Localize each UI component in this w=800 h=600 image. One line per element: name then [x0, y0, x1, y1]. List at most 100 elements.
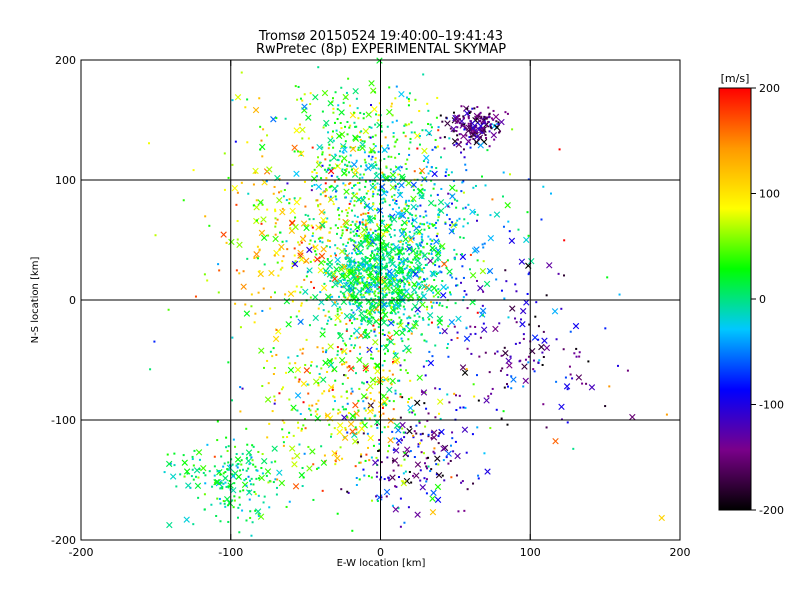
scatter-point-dot — [344, 374, 347, 377]
scatter-point-dot — [419, 215, 422, 218]
axis-ticks — [80, 59, 681, 541]
scatter-point-dot — [256, 245, 259, 248]
scatter-point-dot — [463, 290, 466, 293]
scatter-point-dot — [370, 283, 373, 286]
scatter-point-dot — [420, 238, 423, 241]
scatter-point-dot — [455, 277, 458, 280]
scatter-point-dot — [331, 286, 334, 289]
scatter-point-dot — [323, 168, 326, 171]
scatter-point-dot — [430, 321, 433, 324]
scatter-point-dot — [349, 282, 352, 285]
scatter-point-dot — [569, 373, 572, 376]
scatter-point-dot — [500, 417, 503, 420]
scatter-point-dot — [359, 138, 362, 141]
scatter-point-dot — [332, 111, 335, 114]
scatter-point-dot — [248, 463, 251, 466]
scatter-point-dot — [330, 185, 333, 188]
scatter-point-dot — [343, 274, 346, 277]
scatter-point-dot — [425, 407, 428, 410]
scatter-point-x — [293, 199, 301, 206]
scatter-point-dot — [277, 274, 280, 277]
scatter-point-dot — [391, 430, 394, 433]
scatter-point-dot — [444, 171, 447, 174]
scatter-point-dot — [222, 465, 225, 468]
scatter-point-x — [460, 133, 467, 140]
scatter-point-dot — [355, 97, 358, 100]
scatter-point-dot — [352, 230, 355, 233]
scatter-point-dot — [380, 198, 383, 201]
scatter-point-dot — [541, 351, 544, 354]
scatter-point-dot — [366, 256, 369, 259]
scatter-point-dot — [392, 297, 395, 300]
scatter-point-dot — [336, 353, 339, 356]
scatter-point-x — [387, 338, 395, 345]
scatter-point-dot — [372, 203, 375, 206]
scatter-point-dot — [368, 417, 371, 420]
scatter-point-dot — [469, 135, 472, 138]
scatter-point-dot — [437, 463, 440, 466]
scatter-point-x — [387, 417, 395, 424]
scatter-point-x — [492, 113, 500, 120]
scatter-point-dot — [412, 258, 415, 261]
scatter-point-x — [362, 365, 369, 372]
scatter-point-dot — [345, 256, 348, 259]
scatter-point-dot — [340, 145, 343, 148]
scatter-point-dot — [365, 311, 368, 314]
scatter-point-x — [272, 235, 279, 243]
scatter-point-dot — [334, 153, 337, 156]
scatter-point-dot — [346, 298, 349, 301]
y-tick-label: -200 — [51, 534, 76, 547]
scatter-point-dot — [333, 167, 336, 170]
scatter-point-dot — [423, 462, 426, 465]
scatter-point-dot — [356, 336, 359, 339]
scatter-point-dot — [365, 370, 368, 373]
scatter-point-dot — [443, 479, 446, 482]
scatter-point-x — [411, 302, 419, 310]
scatter-point-dot — [348, 202, 351, 205]
scatter-point-dot — [377, 318, 380, 321]
scatter-point-dot — [477, 399, 480, 402]
scatter-point-dot — [359, 262, 362, 265]
scatter-point-x — [406, 427, 413, 435]
scatter-point-dot — [239, 490, 242, 493]
scatter-point-dot — [415, 424, 418, 427]
scatter-point-dot — [303, 452, 306, 455]
scatter-point-dot — [368, 459, 371, 462]
scatter-point-dot — [331, 100, 334, 103]
scatter-point-x — [351, 431, 358, 439]
scatter-point-dot — [322, 126, 325, 129]
scatter-point-dot — [371, 290, 374, 293]
scatter-point-x — [252, 167, 259, 175]
scatter-point-dot — [394, 389, 397, 392]
scatter-point-x — [257, 513, 265, 520]
scatter-point-dot — [360, 202, 363, 205]
scatter-point-dot — [369, 228, 372, 231]
scatter-point-dot — [373, 151, 376, 154]
scatter-point-dot — [401, 340, 404, 343]
scatter-point-x — [426, 285, 433, 293]
scatter-point-dot — [354, 281, 357, 284]
scatter-point-dot — [274, 225, 277, 228]
scatter-point-dot — [345, 329, 348, 332]
scatter-point-x — [434, 455, 441, 462]
scatter-point-dot — [386, 231, 389, 234]
scatter-point-dot — [437, 296, 440, 299]
scatter-point-x — [302, 288, 309, 295]
scatter-point-dot — [434, 226, 437, 229]
scatter-point-dot — [360, 455, 363, 458]
scatter-point-dot — [359, 222, 362, 225]
scatter-point-dot — [462, 406, 465, 409]
scatter-point-dot — [427, 465, 430, 468]
scatter-point-dot — [356, 317, 359, 320]
scatter-point-dot — [424, 425, 427, 428]
scatter-point-dot — [348, 337, 351, 340]
scatter-point-dot — [399, 304, 402, 307]
scatter-point-dot — [469, 120, 472, 123]
scatter-point-dot — [414, 291, 417, 294]
scatter-point-dot — [254, 509, 257, 512]
scatter-point-dot — [373, 284, 376, 287]
scatter-point-dot — [444, 221, 447, 224]
scatter-point-dot — [457, 510, 460, 513]
scatter-point-x — [341, 347, 348, 355]
scatter-point-x — [270, 116, 277, 123]
